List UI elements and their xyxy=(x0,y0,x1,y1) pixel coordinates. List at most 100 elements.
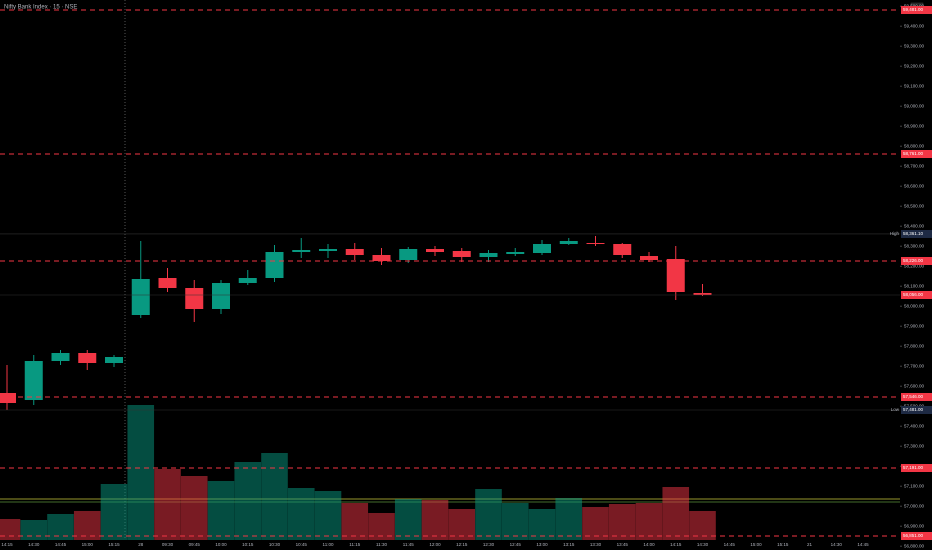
candle-body xyxy=(426,249,444,252)
volume-bar xyxy=(501,503,529,540)
y-tick-label: 57,600.00 xyxy=(904,383,925,388)
candle-body xyxy=(452,251,471,257)
x-tick-label: 09:45 xyxy=(189,542,201,547)
candle-body xyxy=(586,243,605,244)
volume-bar xyxy=(234,462,262,540)
x-tick-label: 15:00 xyxy=(750,542,762,547)
y-tick-label: 57,500.00 xyxy=(904,403,925,408)
y-tick-label: 57,800.00 xyxy=(904,343,925,348)
y-tick-label: 57,300.00 xyxy=(904,443,925,448)
volume-bar xyxy=(341,503,369,540)
x-tick-label: 14:00 xyxy=(643,542,655,547)
y-tick-label: 58,800.00 xyxy=(904,143,925,148)
candle-body xyxy=(131,279,150,315)
x-tick-label: 14:45 xyxy=(857,542,869,547)
volume-bar xyxy=(528,509,556,540)
level-label: 58,761.00 xyxy=(903,151,924,156)
volume-bar xyxy=(127,405,155,540)
x-tick-label: 09:30 xyxy=(162,542,174,547)
candle-body xyxy=(292,250,311,252)
candle-body xyxy=(238,278,257,283)
candle-body xyxy=(105,357,123,363)
x-tick-label: 13:15 xyxy=(563,542,575,547)
y-tick-label: 58,000.00 xyxy=(904,303,925,308)
volume-bar xyxy=(368,513,395,540)
marker-badge xyxy=(901,229,932,238)
candle-body xyxy=(479,253,498,257)
volume-bar xyxy=(207,481,235,540)
candle-body xyxy=(78,353,97,363)
level-label: 57,546.00 xyxy=(903,394,924,399)
candle-body xyxy=(372,255,391,261)
y-tick-label: 59,500.00 xyxy=(904,3,925,8)
x-tick-label: 10:30 xyxy=(269,542,281,547)
candle-body xyxy=(51,353,70,361)
marker-badge xyxy=(901,406,932,414)
volume-bar xyxy=(635,503,663,540)
level-badge xyxy=(901,393,932,401)
x-tick-label: 12:45 xyxy=(510,542,522,547)
volume-bar xyxy=(47,514,74,540)
level-badge xyxy=(901,532,932,540)
x-tick-label: 15:15 xyxy=(777,542,789,547)
volume-bar xyxy=(689,511,716,540)
y-tick-label: 56,900.00 xyxy=(904,523,925,528)
level-label: 56,851.00 xyxy=(903,533,924,538)
volume-bar xyxy=(0,519,21,540)
y-tick-label: 59,400.00 xyxy=(904,23,925,28)
candle-body xyxy=(506,252,525,254)
volume-bar xyxy=(73,511,101,540)
x-tick-label: 21 xyxy=(807,542,813,547)
y-tick-label: 57,000.00 xyxy=(904,503,925,508)
candle-body xyxy=(24,361,43,400)
y-tick-label: 58,200.00 xyxy=(904,263,925,268)
x-tick-label: 13:00 xyxy=(536,542,548,547)
volume-bar xyxy=(608,504,636,540)
y-tick-label: 58,100.00 xyxy=(904,283,925,288)
x-tick-label: 10:45 xyxy=(296,542,308,547)
volume-bar xyxy=(475,489,502,540)
last-price-label: 58,056.00 xyxy=(903,292,924,297)
y-tick-label: 58,400.00 xyxy=(904,223,925,228)
volume-bar xyxy=(555,498,583,540)
x-tick-label: 14:30 xyxy=(28,542,40,547)
candle-body xyxy=(613,244,632,255)
x-tick-label: 12:15 xyxy=(456,542,468,547)
y-tick-label: 58,600.00 xyxy=(904,183,925,188)
candle-body xyxy=(693,293,712,295)
level-label: 58,226.00 xyxy=(903,258,924,263)
candle-body xyxy=(212,283,230,309)
x-tick-label: 15:00 xyxy=(82,542,94,547)
candle-body xyxy=(666,259,685,292)
y-tick-label: 58,300.00 xyxy=(904,243,925,248)
y-tick-label: 59,100.00 xyxy=(904,83,925,88)
candle-body xyxy=(0,393,16,403)
x-tick-label: 14:45 xyxy=(55,542,67,547)
volume-bar xyxy=(582,507,609,540)
last-price-badge xyxy=(901,291,932,299)
x-tick-label: 10:15 xyxy=(242,542,254,547)
volume-bar xyxy=(394,499,422,540)
y-tick-label: 57,100.00 xyxy=(904,483,925,488)
candle-body xyxy=(559,241,578,244)
candle-body xyxy=(185,288,204,309)
level-label: 59,481.00 xyxy=(903,7,924,12)
x-tick-label: 11:30 xyxy=(376,542,387,547)
level-badge xyxy=(901,150,932,158)
volume-bar xyxy=(180,476,208,540)
level-badge xyxy=(901,6,932,14)
chart-title: Nifty Bank Index · 15 · NSE xyxy=(4,5,77,11)
level-badge xyxy=(901,464,932,472)
y-tick-label: 59,000.00 xyxy=(904,103,925,108)
level-label: 57,191.00 xyxy=(903,465,924,470)
x-tick-label: 28 xyxy=(138,542,144,547)
marker-name: Low xyxy=(891,407,900,412)
volume-bar xyxy=(314,491,342,540)
x-tick-label: 14:30 xyxy=(831,542,843,547)
volume-bar xyxy=(421,500,449,540)
x-tick-label: 13:45 xyxy=(617,542,629,547)
y-tick-label: 58,700.00 xyxy=(904,163,925,168)
y-tick-label: 59,300.00 xyxy=(904,43,925,48)
marker-label: 57,481.00 xyxy=(903,407,924,412)
